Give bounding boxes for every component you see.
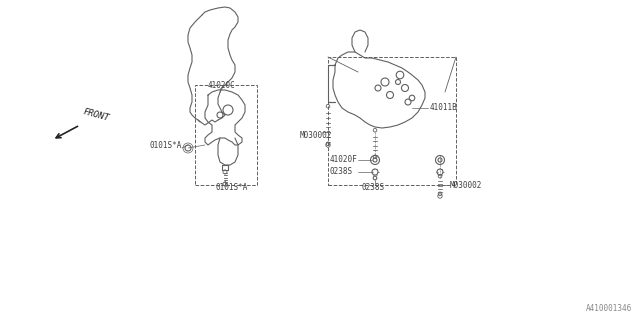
Text: 0238S: 0238S [330, 167, 353, 177]
Text: 41020F: 41020F [330, 156, 358, 164]
Text: 0238S: 0238S [362, 182, 385, 191]
Bar [195, 85, 257, 185]
Text: FRONT: FRONT [82, 107, 110, 123]
Text: 41011B: 41011B [430, 103, 458, 113]
Text: A410001346: A410001346 [586, 304, 632, 313]
Text: M030002: M030002 [300, 131, 332, 140]
Bar [328, 57, 456, 185]
Text: 0101S*A: 0101S*A [215, 182, 248, 191]
Text: M030002: M030002 [450, 180, 483, 189]
Text: 41020C: 41020C [208, 81, 236, 90]
Text: 0101S*A: 0101S*A [150, 140, 182, 149]
